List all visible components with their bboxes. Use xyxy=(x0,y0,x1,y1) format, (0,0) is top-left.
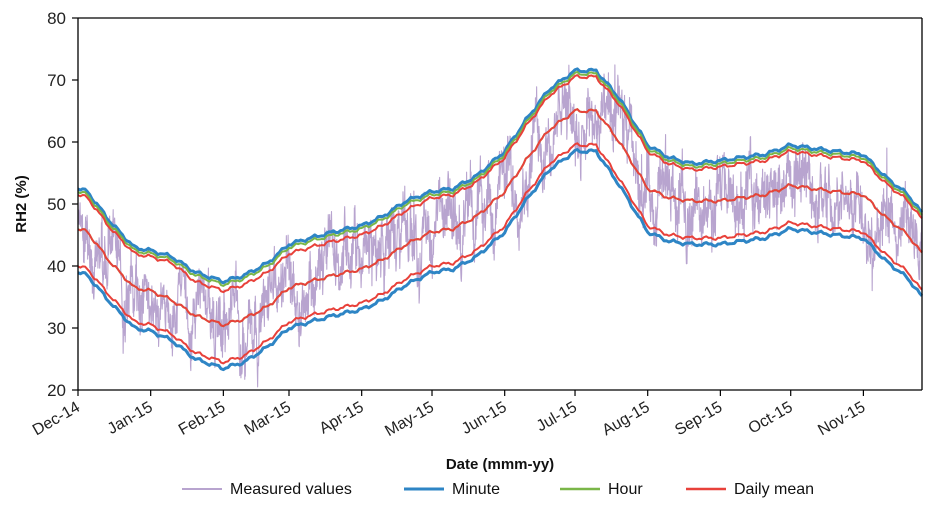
x-tick-label: Jan-15 xyxy=(105,399,156,438)
series-minute-lower xyxy=(77,147,924,372)
x-tick-label: Nov-15 xyxy=(815,399,868,440)
y-tick-label: 70 xyxy=(47,71,66,90)
legend-label-measured-values: Measured values xyxy=(230,481,352,498)
series-daily-mean-lower xyxy=(77,142,923,365)
x-tick-label: Oct-15 xyxy=(746,399,796,438)
y-tick-label: 80 xyxy=(47,9,66,28)
y-tick-label: 20 xyxy=(47,381,66,400)
legend-label-hour: Hour xyxy=(608,481,643,498)
x-tick-label: Mar-15 xyxy=(242,399,294,439)
x-tick-label: Dec-14 xyxy=(30,399,83,440)
series-daily-mean-upper xyxy=(77,74,923,294)
series-daily-mean-mean xyxy=(77,108,923,328)
y-ticks: 20 30 40 50 60 70 80 xyxy=(47,9,78,400)
legend: Measured values Minute Hour Daily mean xyxy=(182,481,814,498)
x-tick-label: Jul-15 xyxy=(534,399,580,436)
x-tick-label: May-15 xyxy=(382,399,437,440)
y-tick-label: 50 xyxy=(47,195,66,214)
y-tick-label: 60 xyxy=(47,133,66,152)
y-tick-label: 30 xyxy=(47,319,66,338)
x-tick-label: Feb-15 xyxy=(176,399,228,439)
x-ticks: Dec-14 Jan-15 Feb-15 Mar-15 Apr-15 May-15 Jun-… xyxy=(30,390,868,440)
series-minute-upper xyxy=(77,67,924,285)
plot-series xyxy=(77,64,924,388)
y-tick-label: 40 xyxy=(47,257,66,276)
y-axis-title: RH2 (%) xyxy=(13,175,30,233)
series-hour-upper xyxy=(77,70,923,287)
x-axis-title: Date (mmm-yy) xyxy=(446,456,554,473)
legend-label-daily-mean: Daily mean xyxy=(734,481,814,498)
x-tick-label: Sep-15 xyxy=(672,399,725,440)
x-tick-label: Apr-15 xyxy=(317,399,367,438)
x-tick-label: Jun-15 xyxy=(459,399,510,438)
x-tick-label: Aug-15 xyxy=(600,399,653,440)
series-measured-values xyxy=(77,64,923,388)
legend-label-minute: Minute xyxy=(452,481,500,498)
